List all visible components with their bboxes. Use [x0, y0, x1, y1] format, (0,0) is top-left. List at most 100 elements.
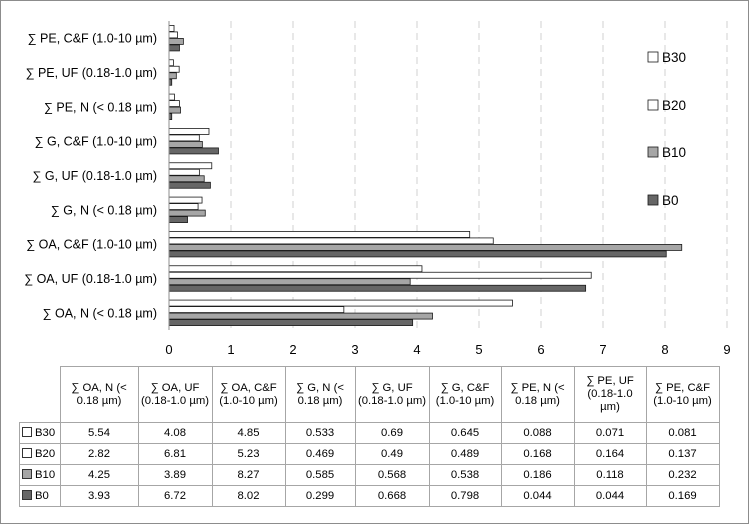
legend-label-b30: B30 [662, 50, 686, 65]
legend-item-b20: B20 [647, 98, 686, 113]
table-cell: 0.168 [500, 443, 575, 465]
bar-b30-oa-c-f-1-0-10-m [168, 231, 471, 238]
bar-b20-oa-n-0-18-m [168, 306, 345, 313]
bar-b10-g-n-0-18-m [168, 209, 206, 217]
table-row-b10: B10 4.25 3.89 8.27 0.585 0.568 0.538 0.186 0.118… [19, 464, 720, 486]
x-tick-1: 1 [227, 342, 234, 357]
table-cell: 6.81 [137, 443, 213, 465]
bar-b20-pe-n-0-18-m [168, 100, 180, 107]
bar-b0-g-c-f-1-0-10-m [168, 147, 219, 155]
table-header-g-n-0-18-m: ∑ G, N (< 0.18 µm) [284, 366, 356, 423]
bar-chart: ∑ OA, N (< 0.18 µm) ∑ OA, UF (0.18-1.0 µm… [24, 21, 731, 357]
category-label-g-uf-0-18-1-0-m: ∑ G, UF (0.18-1.0 µm) [33, 169, 157, 183]
table-cell: 0.469 [284, 443, 356, 465]
legend-label-b20: B20 [662, 98, 686, 113]
legend-item-b30: B30 [647, 50, 686, 65]
category-label-oa-c-f-1-0-10-m: ∑ OA, C&F (1.0-10 µm) [26, 238, 157, 252]
legend-swatch-b0 [647, 194, 659, 206]
table-swatch-b10 [22, 468, 32, 479]
table-cell: 0.299 [284, 485, 356, 507]
table-cell: 0.118 [573, 464, 647, 486]
bar-b0-g-uf-0-18-1-0-m [168, 181, 211, 189]
table-header-pe-c-f-1-0-10-m: ∑ PE, C&F (1.0-10 µm) [645, 366, 720, 423]
table-header-g-uf-0-18-1-0-m: ∑ G, UF (0.18-1.0 µm) [354, 366, 430, 423]
bar-b30-oa-uf-0-18-1-0-m [168, 265, 423, 273]
bar-b10-oa-c-f-1-0-10-m [168, 244, 683, 251]
category-label-oa-n-0-18-m: ∑ OA, N (< 0.18 µm) [43, 306, 157, 320]
bar-b10-pe-uf-0-18-1-0-m [168, 72, 177, 80]
bar-b10-pe-n-0-18-m [168, 106, 181, 114]
table-cell: 0.538 [428, 464, 502, 486]
table-cell: 0.49 [354, 443, 430, 465]
x-tick-2: 2 [289, 342, 296, 357]
category-label-pe-c-f-1-0-10-m: ∑ PE, C&F (1.0-10 µm) [28, 32, 157, 46]
legend-swatch-b10 [647, 146, 659, 158]
x-tick-9: 9 [723, 342, 730, 357]
bar-b20-g-n-0-18-m [168, 203, 199, 210]
bar-b10-oa-uf-0-18-1-0-m [168, 278, 411, 286]
bar-b0-pe-c-f-1-0-10-m [168, 44, 180, 52]
table-body: B30 5.54 4.08 4.85 0.533 0.69 0.645 0.088 0.071 0… [19, 422, 720, 507]
x-tick-7: 7 [599, 342, 606, 357]
table-header-row: ∑ OA, N (< 0.18 µm) ∑ OA, UF (0.18-1.0 µm… [19, 366, 720, 423]
bar-b20-pe-c-f-1-0-10-m [168, 31, 178, 39]
legend-label-b0: B0 [662, 193, 679, 208]
table-row-b0: B0 3.93 6.72 8.02 0.299 0.668 0.798 0.044 0.044 0… [19, 485, 720, 507]
table-cell: 3.93 [59, 485, 139, 507]
table-cell: 4.08 [137, 422, 213, 444]
bar-b10-pe-c-f-1-0-10-m [168, 38, 184, 45]
x-tick-8: 8 [661, 342, 668, 357]
table-cell: 8.02 [211, 485, 286, 507]
data-table: ∑ OA, N (< 0.18 µm) ∑ OA, UF (0.18-1.0 µm… [19, 366, 720, 507]
bar-b30-g-c-f-1-0-10-m [168, 128, 210, 135]
table-row-b20: B20 2.82 6.81 5.23 0.469 0.49 0.489 0.168 0.164 0… [19, 443, 720, 465]
bar-b30-g-n-0-18-m [168, 196, 203, 204]
x-tick-6: 6 [537, 342, 544, 357]
table-cell: 0.585 [284, 464, 356, 486]
bar-b20-oa-c-f-1-0-10-m [168, 237, 494, 245]
category-labels: ∑ OA, N (< 0.18 µm) ∑ OA, UF (0.18-1.0 µm… [24, 32, 157, 321]
table-cell: 4.25 [59, 464, 139, 486]
bar-b0-g-n-0-18-m [168, 216, 188, 223]
table-header-oa-c-f-1-0-10-m: ∑ OA, C&F (1.0-10 µm) [211, 366, 286, 423]
table-cell: 0.798 [428, 485, 502, 507]
table-series-name: B10 [35, 468, 56, 481]
table-series-name: B30 [35, 426, 56, 439]
table-swatch-b0 [22, 489, 32, 500]
category-label-pe-n-0-18-m: ∑ PE, N (< 0.18 µm) [44, 100, 157, 114]
table-cell: 0.088 [500, 422, 575, 444]
legend-label-b10: B10 [662, 145, 686, 160]
table-series-cell: B10 [19, 464, 61, 486]
bar-b20-pe-uf-0-18-1-0-m [168, 65, 180, 73]
table-cell: 2.82 [59, 443, 139, 465]
category-label-oa-uf-0-18-1-0-m: ∑ OA, UF (0.18-1.0 µm) [24, 272, 157, 286]
table-cell: 0.044 [500, 485, 575, 507]
bar-b10-g-uf-0-18-1-0-m [168, 175, 205, 183]
bar-b20-g-c-f-1-0-10-m [168, 134, 200, 142]
table-series-cell: B0 [19, 485, 61, 507]
legend: B30 B20 B10 B0 [647, 50, 686, 208]
table-series-cell: B30 [19, 422, 61, 444]
legend-item-b0: B0 [647, 193, 679, 208]
bar-b30-pe-uf-0-18-1-0-m [168, 59, 174, 67]
table-cell: 4.85 [211, 422, 286, 444]
table-cell: 0.081 [645, 422, 720, 444]
bars [168, 25, 683, 326]
table-series-name: B20 [35, 447, 56, 460]
table-header-oa-uf-0-18-1-0-m: ∑ OA, UF (0.18-1.0 µm) [137, 366, 213, 423]
table-header-pe-uf-0-18-1-0-m: ∑ PE, UF (0.18-1.0 µm) [573, 366, 647, 423]
category-label-pe-uf-0-18-1-0-m: ∑ PE, UF (0.18-1.0 µm) [26, 66, 157, 80]
table-cell: 0.186 [500, 464, 575, 486]
legend-swatch-b20 [647, 99, 659, 111]
bar-b30-oa-n-0-18-m [168, 299, 513, 307]
table-cell: 0.69 [354, 422, 430, 444]
table-cell: 0.044 [573, 485, 647, 507]
table-cell: 0.164 [573, 443, 647, 465]
legend-item-b10: B10 [647, 145, 686, 160]
bar-b10-oa-n-0-18-m [168, 312, 433, 320]
bar-b30-pe-n-0-18-m [168, 93, 175, 101]
table-cell: 0.568 [354, 464, 430, 486]
table-cell: 0.137 [645, 443, 720, 465]
bar-b10-g-c-f-1-0-10-m [168, 141, 203, 148]
